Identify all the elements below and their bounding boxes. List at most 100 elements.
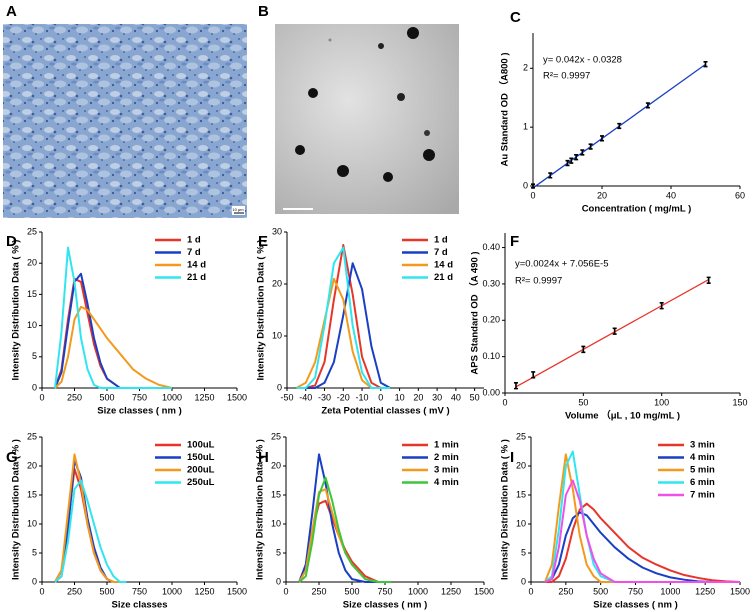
x-tick-label: 100 — [654, 397, 669, 407]
scale-box — [232, 206, 245, 215]
panel-letter: A — [6, 3, 17, 20]
y-tick-label: 20 — [27, 460, 37, 470]
fit-line — [515, 278, 709, 388]
legend-label: 14 d — [434, 260, 453, 271]
legend-label: 4 min — [690, 452, 715, 463]
annotation: R²= 0.9997 — [515, 276, 562, 287]
error-bar — [580, 149, 585, 156]
error-bar — [548, 172, 553, 179]
legend-label: 250uL — [187, 477, 215, 488]
y-tick-label: 10 — [516, 518, 526, 528]
x-tick-label: 0 — [530, 190, 535, 200]
legend-label: 3 min — [690, 440, 715, 451]
legend-label: 21 d — [434, 272, 453, 283]
error-bar — [588, 143, 593, 150]
x-tick-label: 1000 — [162, 392, 182, 402]
x-tick-label: 0 — [528, 586, 533, 596]
panel-letter: F — [510, 233, 519, 250]
y-tick-label: 0 — [277, 382, 282, 392]
series-line — [296, 262, 391, 389]
y-tick-label: 15 — [516, 489, 526, 499]
y-tick-label: 25 — [516, 431, 526, 441]
error-bar — [565, 159, 570, 167]
x-tick-label: 50 — [578, 397, 588, 407]
x-tick-label: 10 — [395, 392, 405, 402]
x-tick-label: 500 — [99, 392, 114, 402]
y-tick-label: 5 — [32, 547, 37, 557]
y-tick-label: 20 — [516, 460, 526, 470]
x-tick-label: 1250 — [695, 586, 715, 596]
legend-label: 4 min — [434, 477, 459, 488]
y-tick-label: 0 — [32, 382, 37, 392]
x-tick-label: 0 — [39, 586, 44, 596]
x-tick-label: 1000 — [162, 586, 182, 596]
series-line — [298, 476, 392, 583]
series-line — [295, 277, 391, 389]
micrograph-a — [3, 24, 247, 218]
series-line — [544, 479, 740, 583]
y-tick-label: 0.40 — [482, 242, 500, 252]
x-tick-label: 1000 — [408, 586, 428, 596]
x-tick-label: 750 — [132, 586, 147, 596]
y-tick-label: 2 — [523, 63, 528, 73]
x-tick-label: 1500 — [227, 392, 247, 402]
legend-label: 100uL — [187, 440, 215, 451]
y-tick-label: 10 — [27, 320, 37, 330]
x-axis-label: Size classes ( nm ) — [97, 406, 181, 417]
series-line — [54, 246, 172, 389]
error-bar — [581, 345, 586, 354]
y-tick-label: 0 — [276, 576, 281, 586]
y-tick-label: 5 — [521, 547, 526, 557]
series-line — [544, 502, 741, 583]
legend-label: 7 d — [434, 247, 448, 258]
y-tick-label: 15 — [27, 489, 37, 499]
y-tick-label: 20 — [27, 258, 37, 268]
panel-letter: G — [6, 449, 18, 466]
legend-label: 14 d — [187, 260, 206, 271]
error-bar — [574, 154, 579, 161]
x-tick-label: 40 — [451, 392, 461, 402]
panel-letter: E — [258, 233, 268, 250]
y-axis-label: Intensity Distribution Data ( % ) — [500, 439, 511, 580]
y-axis-label: Intensity Distribution Data ( % ) — [256, 240, 267, 381]
x-tick-label: 750 — [377, 586, 392, 596]
y-axis-label: APS Standard OD （A 490 ) — [469, 251, 481, 374]
panel-letter: H — [258, 449, 269, 466]
y-tick-label: 0.00 — [482, 387, 500, 397]
error-bar — [645, 102, 650, 109]
y-tick-label: 10 — [27, 518, 37, 528]
x-tick-label: 20 — [413, 392, 423, 402]
y-tick-label: 5 — [32, 351, 37, 361]
x-tick-label: 0 — [39, 392, 44, 402]
x-tick-label: 1500 — [474, 586, 494, 596]
error-bar — [617, 122, 622, 130]
x-tick-label: 150 — [732, 397, 747, 407]
x-tick-label: 20 — [597, 190, 607, 200]
annotation: y= 0.042x - 0.0328 — [543, 55, 622, 66]
x-tick-label: 750 — [628, 586, 643, 596]
legend-label: 7 min — [690, 490, 715, 501]
y-tick-label: 1 — [523, 122, 528, 132]
x-tick-label: 60 — [735, 190, 745, 200]
annotation: y=0.0024x + 7.056E-5 — [515, 259, 609, 270]
x-axis-label: Size classes ( nm ) — [343, 600, 427, 611]
panel-letter: B — [258, 3, 269, 20]
y-tick-label: 25 — [271, 431, 281, 441]
x-axis-label: Size classes ( nm ) — [593, 600, 677, 611]
x-tick-label: 40 — [666, 190, 676, 200]
x-tick-label: 500 — [593, 586, 608, 596]
series-line — [296, 246, 391, 389]
y-tick-label: 25 — [27, 226, 37, 236]
y-tick-label: 20 — [272, 278, 282, 288]
error-bar — [531, 371, 536, 379]
legend-label: 200uL — [187, 465, 215, 476]
series-line — [298, 453, 392, 583]
legend-label: 3 min — [434, 465, 459, 476]
x-tick-label: -20 — [337, 392, 350, 402]
x-tick-label: 250 — [311, 586, 326, 596]
error-bar — [569, 157, 574, 164]
x-tick-label: 1250 — [194, 586, 214, 596]
error-bar — [531, 183, 535, 189]
error-bar — [612, 327, 617, 335]
